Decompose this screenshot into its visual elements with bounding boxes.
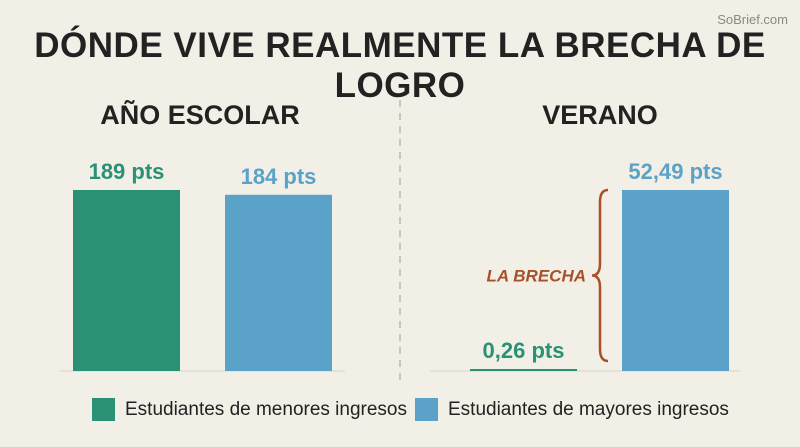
- bar-1-0: [470, 369, 577, 371]
- data-label-1-1: 52,49 pts: [628, 159, 722, 184]
- legend-swatch-lower: [92, 398, 115, 421]
- data-label-1-0: 0,26 pts: [483, 338, 565, 363]
- bar-1-1: [622, 190, 729, 371]
- legend-label-lower: Estudiantes de menores ingresos: [125, 398, 407, 420]
- legend-item-higher: Estudiantes de mayores ingresos: [415, 398, 729, 421]
- gap-brace: [591, 188, 609, 363]
- gap-annotation: LA BRECHA: [487, 267, 586, 286]
- watermark: SoBrief.com: [717, 12, 788, 27]
- panel-title-school-year: AÑO ESCOLAR: [100, 100, 300, 130]
- legend-label-higher: Estudiantes de mayores ingresos: [448, 398, 729, 420]
- bar-0-1: [225, 194, 332, 371]
- data-label-0-1: 184 pts: [241, 164, 317, 189]
- chart-title: DÓNDE VIVE REALMENTE LA BRECHA DE LOGRO: [34, 26, 766, 105]
- data-label-0-0: 189 pts: [89, 159, 165, 184]
- legend-swatch-higher: [415, 398, 438, 421]
- bar-0-0: [73, 190, 180, 371]
- legend-item-lower: Estudiantes de menores ingresos: [92, 398, 407, 421]
- panel-title-summer: VERANO: [542, 100, 658, 130]
